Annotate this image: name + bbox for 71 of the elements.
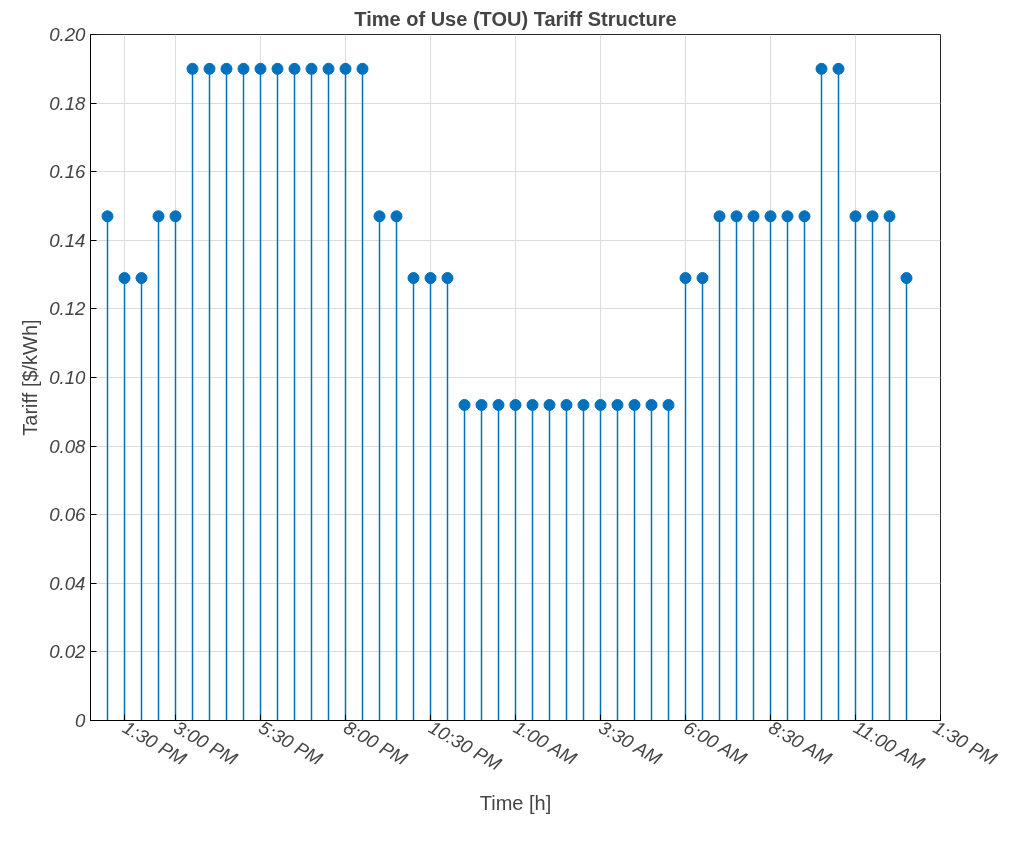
- point: [135, 272, 148, 285]
- x-tick-label: 8:00 PM: [340, 716, 412, 770]
- point: [254, 62, 267, 75]
- y-tick-label: 0.18: [49, 92, 87, 114]
- point: [322, 62, 335, 75]
- x-tick-label: 3:30 AM: [595, 716, 666, 770]
- point: [696, 272, 709, 285]
- point: [866, 210, 879, 223]
- x-tick-label: 10:30 PM: [425, 716, 506, 775]
- point: [339, 62, 352, 75]
- y-axis-title: Tariff [$/kWh]: [19, 319, 42, 436]
- y-tick-label: 0: [75, 710, 87, 731]
- point: [458, 398, 471, 411]
- point: [560, 398, 573, 411]
- point: [611, 398, 624, 411]
- point: [118, 272, 131, 285]
- point: [594, 398, 607, 411]
- point: [356, 62, 369, 75]
- point: [679, 272, 692, 285]
- point: [730, 210, 743, 223]
- y-tick-label: 0.02: [49, 641, 87, 663]
- point: [781, 210, 794, 223]
- chart-title: Time of Use (TOU) Tariff Structure: [354, 7, 677, 30]
- x-tick-label: 11:00 AM: [850, 716, 929, 774]
- point: [441, 272, 454, 285]
- y-tick-label: 0.08: [49, 435, 87, 457]
- x-tick-label: 5:30 PM: [255, 716, 327, 770]
- point: [475, 398, 488, 411]
- y-tick-label: 0.14: [49, 229, 86, 251]
- point: [815, 62, 828, 75]
- point: [747, 210, 760, 223]
- y-tick-label: 0.06: [49, 504, 87, 526]
- point: [203, 62, 216, 75]
- point: [883, 210, 896, 223]
- point: [798, 210, 811, 223]
- y-tick-label: 0.10: [49, 367, 87, 388]
- point: [288, 62, 301, 75]
- point: [764, 210, 777, 223]
- x-axis-title: Time [h]: [479, 791, 552, 814]
- point: [628, 398, 641, 411]
- point: [645, 398, 658, 411]
- point: [186, 62, 199, 75]
- point: [101, 210, 114, 223]
- y-tick-label: 0.12: [49, 298, 87, 320]
- point: [577, 398, 590, 411]
- point: [373, 210, 386, 223]
- point: [492, 398, 505, 411]
- point: [305, 62, 318, 75]
- point: [509, 398, 522, 411]
- point: [152, 210, 165, 223]
- point: [543, 398, 556, 411]
- point: [713, 210, 726, 223]
- y-tick-label: 0.04: [49, 572, 86, 594]
- point: [220, 62, 233, 75]
- y-tick-label: 0.20: [49, 24, 87, 45]
- x-tick-label: 8:30 AM: [765, 716, 836, 770]
- point: [424, 272, 437, 285]
- point: [407, 272, 420, 285]
- point: [271, 62, 284, 75]
- x-tick-label: 1:30 PM: [929, 716, 1001, 770]
- y-tick-label: 0.16: [49, 161, 87, 183]
- point: [390, 210, 403, 223]
- x-tick-label: 1:00 AM: [510, 716, 581, 770]
- point: [900, 272, 913, 285]
- point: [662, 398, 675, 411]
- point: [169, 210, 182, 223]
- x-tick-label: 6:00 AM: [680, 716, 751, 770]
- point: [849, 210, 862, 223]
- point: [526, 398, 539, 411]
- point: [832, 62, 845, 75]
- point: [237, 62, 250, 75]
